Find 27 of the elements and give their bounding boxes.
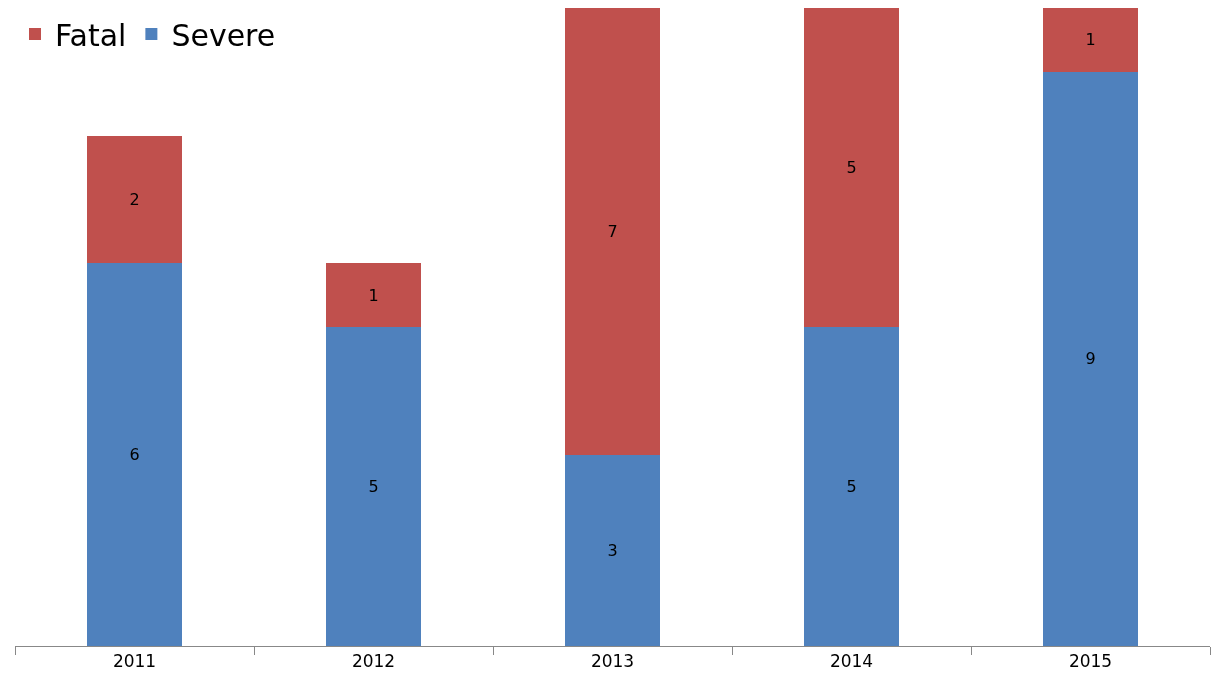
data-label: 5	[846, 477, 857, 496]
bar	[1042, 71, 1139, 646]
data-label: 9	[1085, 349, 1096, 369]
x-tick-label: 2013	[590, 651, 635, 672]
x-tick-label: 2015	[1068, 651, 1113, 672]
data-label: 5	[368, 477, 379, 496]
data-label: 5	[846, 158, 857, 177]
legend-label: Fatal	[55, 17, 127, 53]
x-tick-label: 2012	[351, 651, 396, 672]
bar	[803, 327, 900, 646]
bar	[325, 263, 422, 327]
data-label: 2	[129, 189, 140, 209]
data-label: 1	[368, 285, 379, 305]
bar	[325, 327, 422, 646]
bar	[564, 8, 661, 455]
bar	[564, 454, 661, 646]
x-tick-label: 2011	[112, 651, 157, 672]
data-label: 3	[607, 540, 618, 560]
data-label: 7	[607, 221, 618, 241]
data-label: 6	[129, 445, 140, 465]
x-tick-label: 2014	[829, 651, 874, 672]
bar	[1042, 8, 1139, 72]
bar	[86, 135, 183, 264]
bar	[86, 263, 183, 646]
bar	[803, 8, 900, 327]
data-label: 1	[1085, 30, 1096, 50]
legend-label: Severe	[171, 17, 276, 53]
